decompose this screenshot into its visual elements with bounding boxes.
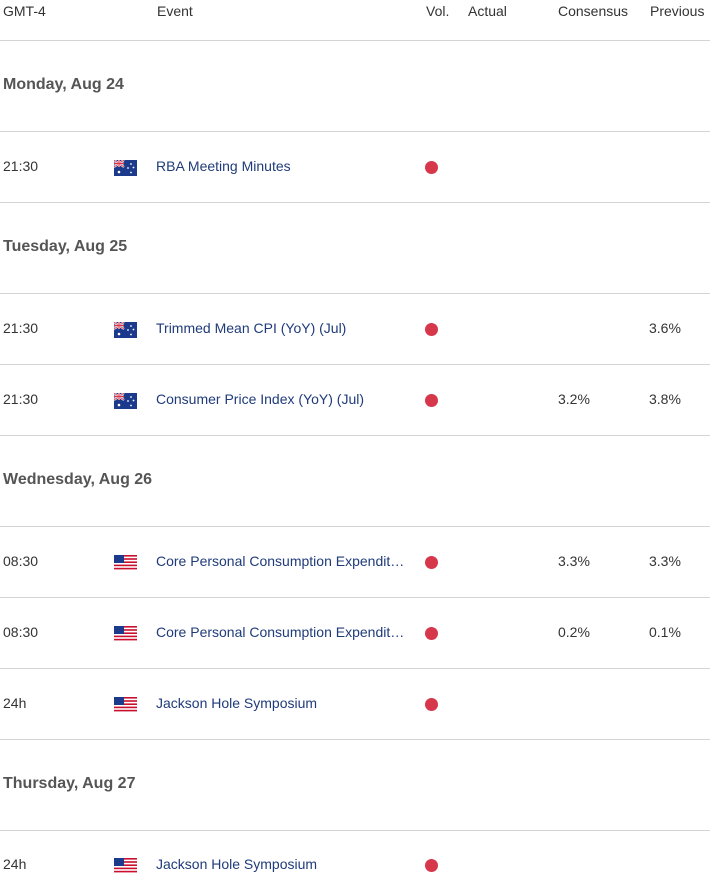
au-flag-icon (114, 393, 137, 409)
au-flag-icon (114, 160, 137, 176)
volatility-high-icon (425, 556, 438, 569)
event-time: 24h (3, 856, 27, 872)
day-group-header: Thursday, Aug 27 (0, 740, 710, 831)
us-flag-icon (114, 626, 137, 642)
table-header: GMT-4 Event Vol. Actual Consensus Previo… (0, 0, 710, 41)
event-title-link[interactable]: Jackson Hole Symposium (156, 856, 318, 872)
event-previous: 3.6% (649, 320, 681, 336)
column-header-event: Event (157, 3, 193, 19)
event-row[interactable]: 08:30 Core Personal Consumption Expendit… (0, 527, 710, 598)
au-flag-icon (114, 322, 137, 338)
event-time: 21:30 (3, 391, 39, 407)
day-label: Monday, Aug 24 (3, 76, 124, 93)
event-time: 24h (3, 695, 27, 711)
event-row[interactable]: 24h Jackson Hole Symposium (0, 669, 710, 740)
event-time: 21:30 (3, 320, 39, 336)
us-flag-icon (114, 858, 137, 874)
day-group-header: Wednesday, Aug 26 (0, 436, 710, 527)
volatility-high-icon (425, 161, 438, 174)
column-header-volatility: Vol. (426, 3, 450, 19)
us-flag-icon (114, 697, 137, 713)
column-header-previous: Previous (650, 3, 705, 19)
event-row[interactable]: 21:30 RBA Meeting Minutes (0, 132, 710, 203)
event-consensus: 0.2% (558, 624, 590, 640)
event-previous: 3.3% (649, 553, 681, 569)
event-consensus: 3.3% (558, 553, 590, 569)
day-label: Wednesday, Aug 26 (3, 471, 153, 488)
day-group-header: Tuesday, Aug 25 (0, 203, 710, 294)
day-label: Tuesday, Aug 25 (3, 238, 128, 255)
volatility-high-icon (425, 627, 438, 640)
day-group-header: Monday, Aug 24 (0, 41, 710, 132)
event-title-link[interactable]: Core Personal Consumption Expendit… (156, 624, 405, 640)
event-title-link[interactable]: Trimmed Mean CPI (YoY) (Jul) (156, 320, 347, 336)
event-row[interactable]: 08:30 Core Personal Consumption Expendit… (0, 598, 710, 669)
volatility-high-icon (425, 394, 438, 407)
event-time: 08:30 (3, 553, 39, 569)
volatility-high-icon (425, 323, 438, 336)
event-time: 21:30 (3, 158, 39, 174)
event-time: 08:30 (3, 624, 39, 640)
event-row[interactable]: 24h Jackson Hole Symposium (0, 831, 710, 880)
event-row[interactable]: 21:30 Trimmed Mean CPI (YoY) (Jul) 3.6% (0, 294, 710, 365)
event-title-link[interactable]: Consumer Price Index (YoY) (Jul) (156, 391, 365, 407)
column-header-actual: Actual (468, 3, 507, 19)
event-previous: 3.8% (649, 391, 681, 407)
volatility-high-icon (425, 698, 438, 711)
us-flag-icon (114, 555, 137, 571)
event-title-link[interactable]: Core Personal Consumption Expendit… (156, 553, 405, 569)
event-previous: 0.1% (649, 624, 681, 640)
column-header-time: GMT-4 (3, 3, 46, 19)
event-title-link[interactable]: RBA Meeting Minutes (156, 158, 291, 174)
event-row[interactable]: 21:30 Consumer Price Index (YoY) (Jul) 3… (0, 365, 710, 436)
column-header-consensus: Consensus (558, 3, 629, 19)
day-label: Thursday, Aug 27 (3, 775, 136, 792)
event-title-link[interactable]: Jackson Hole Symposium (156, 695, 318, 711)
volatility-high-icon (425, 859, 438, 872)
event-consensus: 3.2% (558, 391, 590, 407)
